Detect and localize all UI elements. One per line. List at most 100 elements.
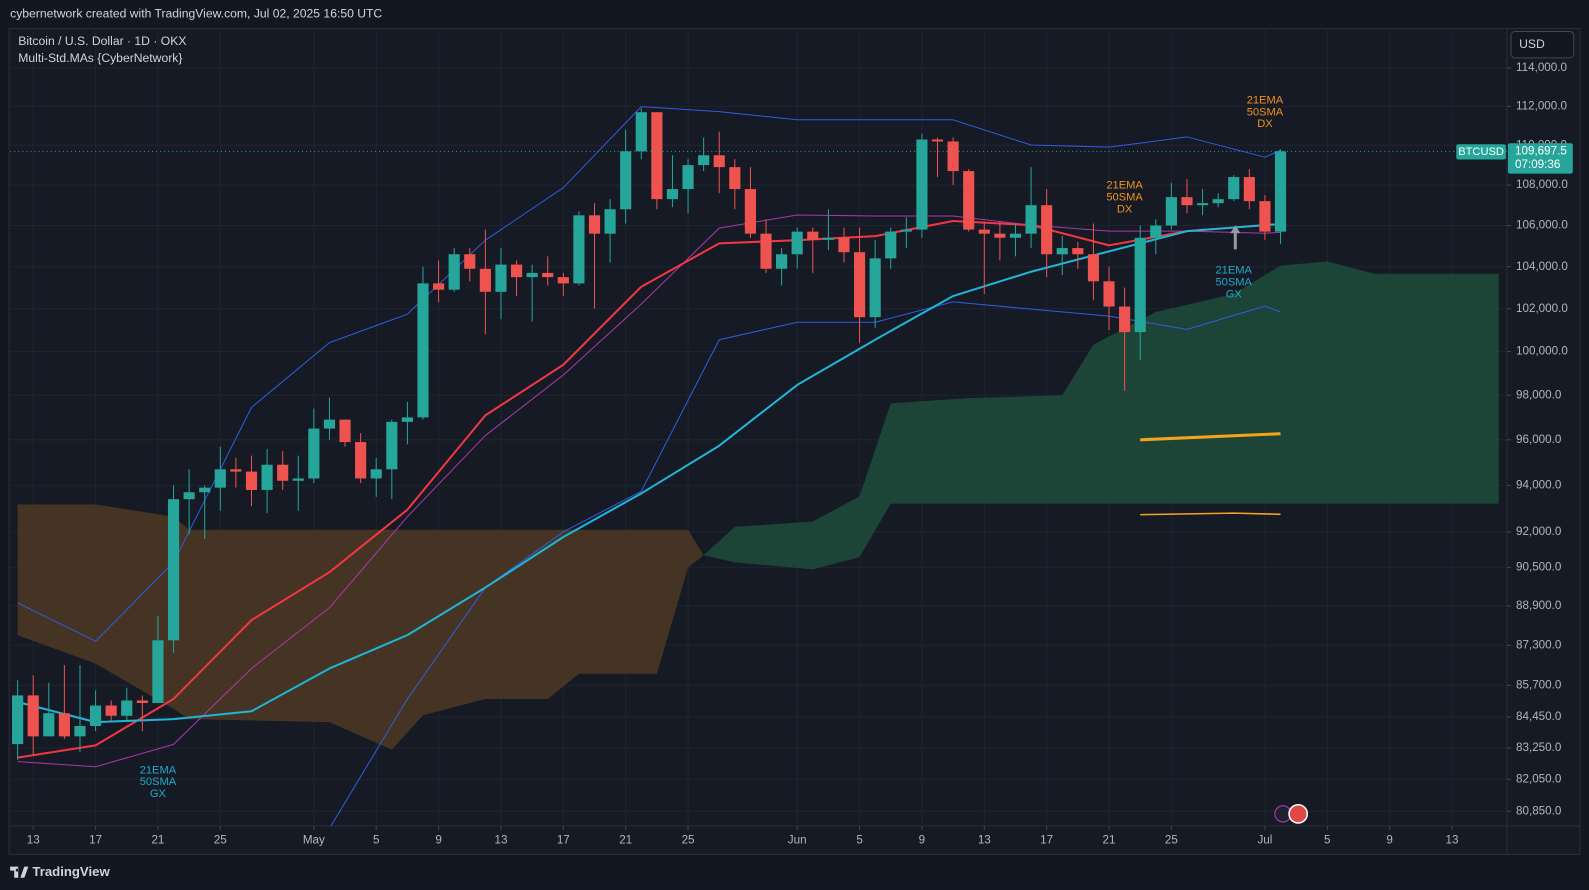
event-icons[interactable]: [1274, 803, 1309, 824]
currency[interactable]: USD: [1519, 37, 1545, 51]
y-tick-label: 112,000.0: [1516, 99, 1567, 112]
candle-body: [620, 151, 632, 210]
x-tick-label: 25: [682, 833, 695, 846]
y-tick-label: 106,000.0: [1516, 219, 1568, 232]
y-tick-label: 87,300.0: [1516, 638, 1562, 651]
candle-body: [199, 487, 211, 493]
crossover-label: 21EMA 50SMA GX: [1216, 265, 1253, 301]
x-tick-label: 17: [1040, 833, 1053, 846]
candle-body: [74, 726, 86, 737]
y-tick-label: 80,850.0: [1516, 804, 1562, 817]
crossover-label-line: GX: [1226, 288, 1243, 300]
brand-logo: [10, 866, 29, 878]
candle-body: [651, 112, 663, 200]
candle-body: [12, 695, 24, 745]
candle-body: [526, 272, 538, 278]
y-tick-label: 88,900.0: [1516, 599, 1562, 612]
y-tick-label: 84,450.0: [1516, 710, 1562, 723]
candle-body: [136, 700, 148, 704]
candle-body: [370, 469, 382, 479]
candle-body: [588, 215, 601, 234]
candle-body: [292, 478, 304, 481]
credit: cybernetwork created with TradingView.co…: [10, 7, 382, 21]
candle-body: [1165, 197, 1177, 226]
candle-body: [807, 231, 819, 240]
candle-body: [121, 700, 133, 716]
crossover-label-line: 21EMA: [140, 764, 177, 776]
candle-body: [433, 283, 445, 290]
x-tick-label: May: [303, 833, 325, 846]
x-tick-label: 9: [1386, 833, 1392, 846]
candle-body: [604, 209, 616, 234]
x-tick-label: 9: [435, 833, 441, 846]
candle-body: [308, 428, 320, 479]
last-price-tag: [1507, 143, 1573, 174]
candle-body: [152, 640, 164, 704]
candle-body: [1259, 201, 1271, 232]
x-tick-label: 21: [619, 833, 632, 846]
y-tick-label: 83,250.0: [1516, 741, 1562, 754]
candle-body: [1009, 233, 1022, 238]
candle-body: [729, 167, 741, 190]
indicator-name: Multi-Std.MAs {CyberNetwork}: [18, 51, 182, 65]
x-tick-label: 21: [1103, 833, 1116, 846]
candle-body: [261, 464, 273, 490]
candle-body: [27, 695, 39, 737]
y-tick-label: 82,050.0: [1516, 772, 1562, 785]
candle-body: [1072, 248, 1084, 255]
y-tick-label: 98,000.0: [1516, 388, 1562, 401]
candle-body: [1196, 203, 1209, 206]
candle-body: [978, 229, 990, 234]
candle-body: [43, 713, 55, 737]
candle-body: [853, 252, 866, 318]
indicator-line: [17, 220, 1281, 759]
x-tick-label: 5: [373, 833, 379, 846]
cloud: [703, 261, 1499, 570]
countdown: 07:09:36: [1515, 158, 1560, 171]
candle-body: [994, 233, 1006, 238]
candle-body: [355, 442, 367, 479]
x-tick-label: Jul: [1257, 833, 1272, 846]
candle-body: [744, 189, 756, 234]
chart-title: Bitcoin / U.S. Dollar · 1D · OKX: [18, 34, 186, 48]
candle-body: [1134, 237, 1146, 333]
last-price: 109,697.5: [1515, 144, 1567, 157]
y-tick-label: 114,000.0: [1516, 61, 1567, 74]
x-tick-label: 25: [214, 833, 227, 846]
currency-box[interactable]: [1510, 31, 1575, 59]
x-tick-label: 25: [1165, 833, 1178, 846]
x-tick-label: Jun: [788, 833, 807, 846]
candle-body: [822, 237, 834, 240]
indicator-line: [17, 223, 1281, 724]
candle-body: [323, 419, 336, 429]
candle-body: [682, 165, 694, 190]
y-tick-label: 92,000.0: [1516, 525, 1562, 538]
candle-body: [495, 264, 507, 292]
candle-body: [167, 499, 180, 641]
symbol: BTCUSD: [1458, 146, 1504, 158]
indicator-line: [17, 106, 1281, 642]
candle-body: [183, 492, 195, 500]
candle-body: [760, 233, 772, 269]
candle-body: [1056, 248, 1068, 255]
crossover-label: 21EMA 50SMA DX: [1247, 94, 1284, 130]
x-tick-label: 9: [919, 833, 925, 846]
y-tick-label: 85,700.0: [1516, 678, 1562, 691]
candle-body: [635, 112, 647, 152]
candle-body: [1041, 205, 1053, 255]
x-tick-label: 13: [27, 833, 40, 846]
crossover-label-line: DX: [1257, 118, 1273, 130]
y-tick-label: 94,000.0: [1516, 478, 1562, 491]
crossover-label: 21EMA 50SMA DX: [1106, 180, 1143, 216]
candle-body: [464, 254, 476, 269]
candle-body: [1119, 306, 1131, 333]
crossover-label-line: 21EMA: [1216, 265, 1253, 277]
crossover-label-line: 21EMA: [1247, 94, 1284, 106]
candle-body: [1025, 205, 1037, 234]
x-tick-label: 5: [1324, 833, 1330, 846]
event-icon[interactable]: [1288, 803, 1309, 824]
x-tick-label: 13: [494, 833, 507, 846]
candle-body: [277, 464, 289, 481]
candle-body: [105, 705, 117, 716]
